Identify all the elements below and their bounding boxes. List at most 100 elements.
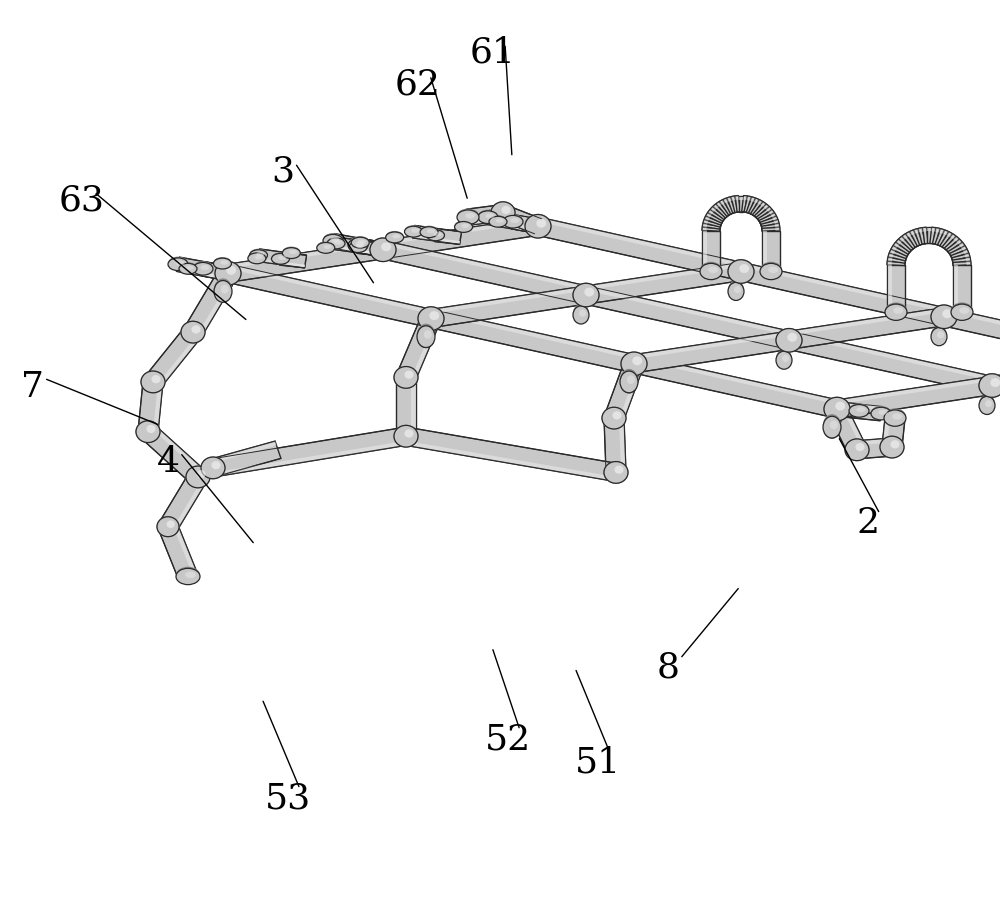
Ellipse shape xyxy=(214,279,232,300)
Circle shape xyxy=(525,214,551,238)
Ellipse shape xyxy=(168,258,188,271)
Polygon shape xyxy=(605,361,643,421)
Polygon shape xyxy=(335,237,384,256)
Polygon shape xyxy=(713,205,718,209)
Polygon shape xyxy=(953,262,971,265)
Polygon shape xyxy=(896,239,912,252)
Ellipse shape xyxy=(349,241,367,252)
Circle shape xyxy=(727,259,755,284)
Ellipse shape xyxy=(884,410,906,426)
Polygon shape xyxy=(702,224,721,229)
Polygon shape xyxy=(774,220,779,224)
Polygon shape xyxy=(990,353,1000,381)
Polygon shape xyxy=(944,236,959,251)
Ellipse shape xyxy=(893,308,903,314)
Polygon shape xyxy=(956,239,962,244)
Ellipse shape xyxy=(418,328,434,346)
Ellipse shape xyxy=(478,211,498,224)
Ellipse shape xyxy=(849,405,869,417)
Polygon shape xyxy=(172,479,207,531)
Polygon shape xyxy=(742,262,946,312)
Polygon shape xyxy=(435,229,461,244)
Polygon shape xyxy=(889,250,907,259)
Polygon shape xyxy=(731,196,735,201)
Polygon shape xyxy=(412,225,462,244)
Circle shape xyxy=(429,311,439,320)
Ellipse shape xyxy=(348,239,368,252)
Ellipse shape xyxy=(621,373,637,391)
Polygon shape xyxy=(716,202,730,216)
Polygon shape xyxy=(396,377,416,436)
Ellipse shape xyxy=(349,242,367,252)
Polygon shape xyxy=(953,236,959,242)
Polygon shape xyxy=(336,237,384,249)
Polygon shape xyxy=(953,262,961,265)
Circle shape xyxy=(880,436,904,458)
Polygon shape xyxy=(141,425,205,483)
Polygon shape xyxy=(761,223,769,227)
Polygon shape xyxy=(201,262,230,281)
Polygon shape xyxy=(828,405,866,453)
Circle shape xyxy=(601,406,627,430)
Polygon shape xyxy=(939,229,944,233)
Polygon shape xyxy=(511,225,537,233)
Polygon shape xyxy=(404,441,615,481)
Text: 51: 51 xyxy=(575,745,621,779)
Polygon shape xyxy=(429,286,585,314)
Polygon shape xyxy=(775,224,780,227)
Ellipse shape xyxy=(392,234,401,239)
Polygon shape xyxy=(942,234,956,249)
Polygon shape xyxy=(940,232,952,247)
Ellipse shape xyxy=(386,231,404,242)
Polygon shape xyxy=(789,318,946,349)
Circle shape xyxy=(370,238,396,262)
Polygon shape xyxy=(708,210,713,214)
Polygon shape xyxy=(935,237,941,245)
Circle shape xyxy=(491,202,515,224)
Circle shape xyxy=(524,214,552,239)
Polygon shape xyxy=(903,245,912,252)
Polygon shape xyxy=(882,417,905,448)
Ellipse shape xyxy=(327,238,345,249)
Polygon shape xyxy=(959,243,965,247)
Polygon shape xyxy=(153,382,163,433)
Polygon shape xyxy=(897,259,906,263)
Polygon shape xyxy=(910,230,921,246)
Polygon shape xyxy=(157,335,201,387)
Ellipse shape xyxy=(627,378,634,386)
Polygon shape xyxy=(604,418,615,472)
Ellipse shape xyxy=(621,375,637,393)
Polygon shape xyxy=(411,377,416,436)
Polygon shape xyxy=(887,265,892,312)
Ellipse shape xyxy=(823,416,841,438)
Circle shape xyxy=(180,320,206,344)
Polygon shape xyxy=(725,207,732,215)
Polygon shape xyxy=(761,202,766,207)
Polygon shape xyxy=(604,418,626,472)
Polygon shape xyxy=(718,213,726,220)
Ellipse shape xyxy=(255,255,263,260)
Polygon shape xyxy=(584,262,743,304)
Polygon shape xyxy=(197,275,237,337)
Circle shape xyxy=(620,351,648,376)
Ellipse shape xyxy=(455,221,473,232)
Polygon shape xyxy=(790,331,994,381)
Polygon shape xyxy=(942,318,1000,371)
Polygon shape xyxy=(893,418,905,448)
Circle shape xyxy=(181,321,205,343)
Polygon shape xyxy=(411,320,440,381)
Polygon shape xyxy=(704,216,710,221)
Polygon shape xyxy=(226,274,235,293)
Ellipse shape xyxy=(489,216,507,227)
Ellipse shape xyxy=(871,406,891,419)
Polygon shape xyxy=(736,205,740,212)
Ellipse shape xyxy=(317,242,335,252)
Polygon shape xyxy=(720,200,732,215)
Ellipse shape xyxy=(282,248,300,259)
Polygon shape xyxy=(488,210,540,225)
Polygon shape xyxy=(429,319,438,338)
Polygon shape xyxy=(946,245,955,252)
Polygon shape xyxy=(727,197,736,214)
Polygon shape xyxy=(772,231,780,272)
Polygon shape xyxy=(906,243,914,251)
